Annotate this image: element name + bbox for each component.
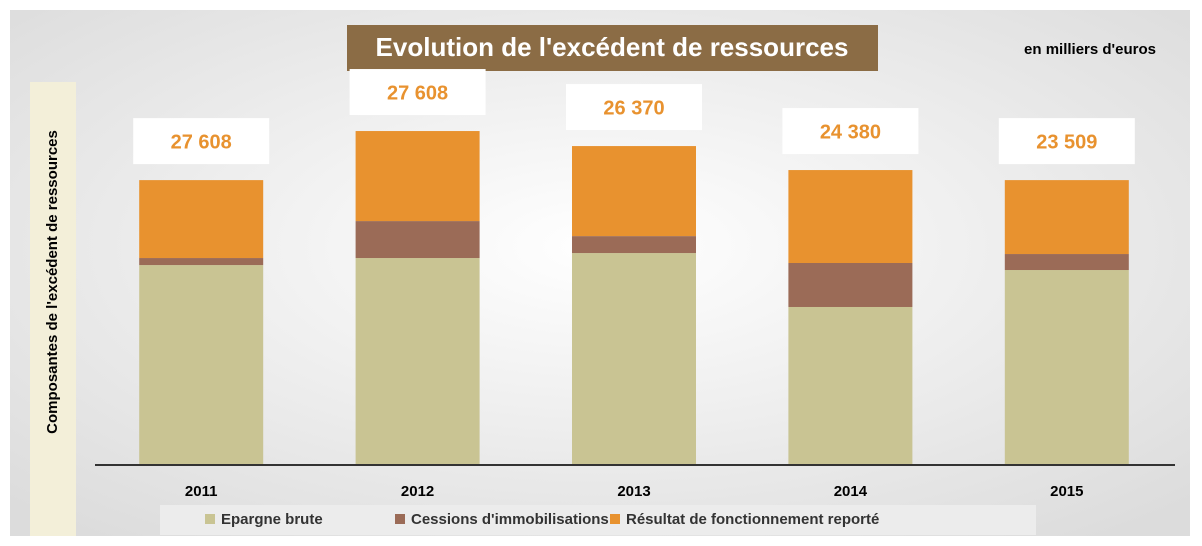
marks: 27 608 27 608 26 370 24 380 23 509	[133, 69, 1135, 465]
legend-label: Cessions d'immobilisations	[411, 511, 609, 528]
bar-segment	[355, 131, 480, 222]
bar-segment	[572, 236, 696, 254]
total-label: 27 608	[171, 131, 232, 153]
total-label: 24 380	[820, 121, 881, 143]
total-label-box	[998, 118, 1135, 165]
legend-label: Résultat de fonctionnement reporté	[626, 511, 879, 528]
bar-segment	[1004, 254, 1129, 271]
x-tick-label: 2015	[1050, 483, 1083, 500]
chart-title: Evolution de l'excédent de ressources	[376, 32, 849, 62]
total-label-box	[566, 84, 702, 131]
bar-segment	[1004, 180, 1129, 255]
total-label-box	[133, 118, 270, 165]
title-box	[347, 25, 878, 71]
legend-box	[160, 505, 1036, 535]
legend-label: Epargne brute	[221, 511, 323, 528]
bar-segment	[788, 170, 913, 263]
legend-swatch	[395, 514, 405, 524]
x-tick-label: 2014	[834, 483, 868, 500]
bar-segment	[572, 146, 696, 237]
bar-segment	[788, 306, 913, 465]
bar-segment	[139, 180, 264, 259]
bar-segment	[355, 258, 480, 465]
bar-segment	[1004, 270, 1129, 465]
x-tick-label: 2011	[185, 483, 218, 500]
bar-segment	[572, 253, 696, 465]
y-axis-label: Composantes de l'excédent de ressources	[44, 130, 61, 434]
total-label: 23 509	[1036, 131, 1097, 153]
bar-segment	[139, 258, 264, 266]
y-label-box	[30, 82, 76, 536]
bar-segment	[788, 262, 913, 307]
total-label: 27 608	[387, 82, 448, 104]
legend-swatch	[610, 514, 620, 524]
x-tick-label: 2013	[617, 483, 650, 500]
total-label: 26 370	[603, 97, 664, 119]
bar-segment	[139, 265, 264, 465]
bar-segment	[355, 221, 480, 259]
subtitle: en milliers d'euros	[1024, 41, 1156, 58]
total-label-box	[349, 69, 486, 116]
total-label-box	[782, 108, 919, 155]
x-tick-label: 2012	[401, 483, 434, 500]
legend-swatch	[205, 514, 215, 524]
